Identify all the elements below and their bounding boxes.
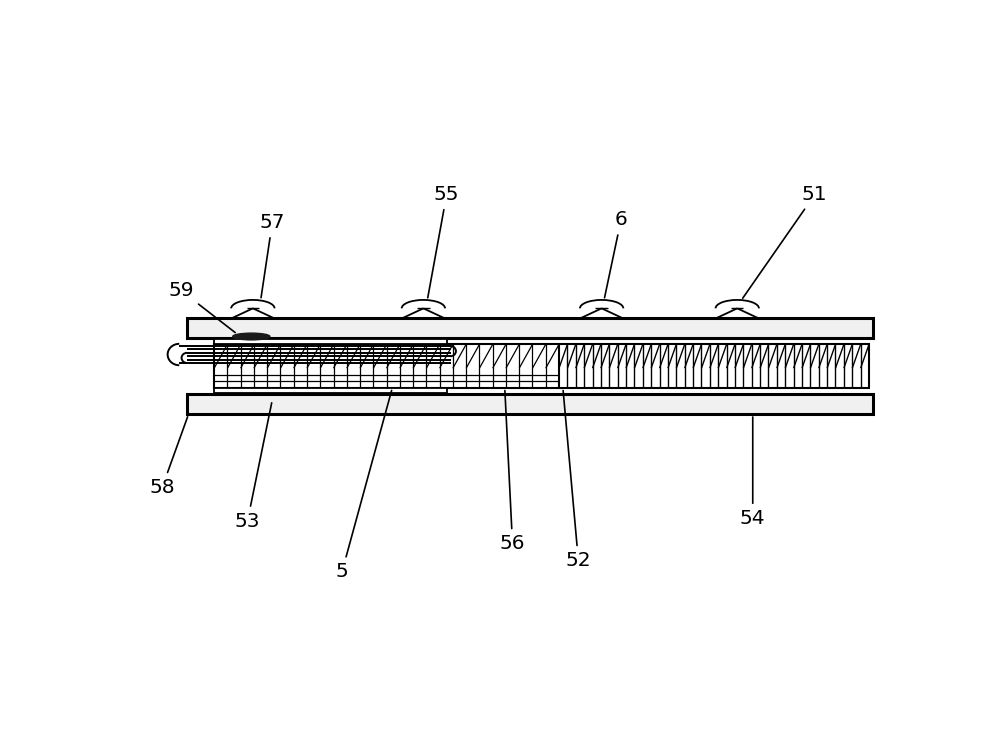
Text: 55: 55 — [428, 185, 459, 298]
FancyBboxPatch shape — [214, 344, 869, 387]
Text: 56: 56 — [500, 390, 525, 553]
Text: 58: 58 — [149, 417, 188, 497]
Ellipse shape — [233, 333, 270, 340]
Text: 59: 59 — [168, 281, 235, 333]
Text: 6: 6 — [605, 211, 627, 298]
FancyBboxPatch shape — [214, 338, 447, 344]
FancyBboxPatch shape — [187, 319, 873, 338]
FancyBboxPatch shape — [187, 395, 873, 414]
FancyBboxPatch shape — [214, 388, 447, 393]
Text: 57: 57 — [260, 213, 285, 298]
Text: 52: 52 — [563, 390, 591, 570]
Text: 51: 51 — [743, 185, 828, 298]
Text: 53: 53 — [235, 403, 272, 531]
Text: 54: 54 — [740, 417, 766, 528]
Text: 5: 5 — [336, 390, 392, 581]
